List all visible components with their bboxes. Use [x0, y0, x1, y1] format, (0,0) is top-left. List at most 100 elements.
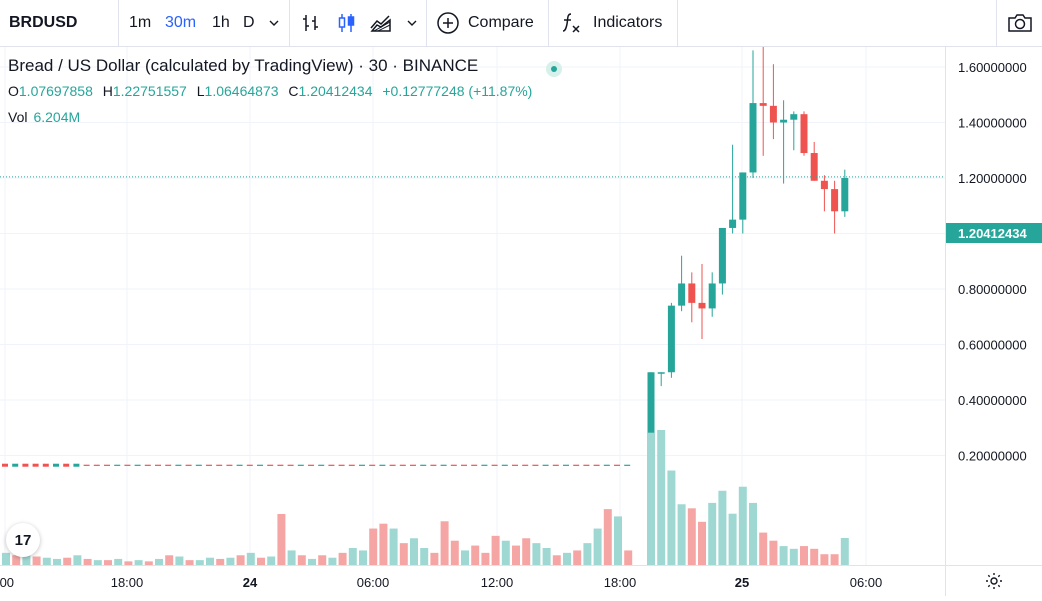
- candle-body: [359, 464, 365, 466]
- high-value: 1.22751557: [112, 83, 187, 99]
- interval-d-button[interactable]: D: [243, 14, 255, 31]
- volume-bar: [277, 513, 286, 565]
- price-axis-labels: 1.800000001.600000001.400000001.20000000…: [958, 5, 1027, 464]
- settings-gear-icon[interactable]: [984, 571, 1004, 596]
- candlestick-chart[interactable]: [0, 11, 945, 565]
- candle-body: [698, 302, 706, 309]
- volume-bar: [491, 535, 500, 565]
- indicators-button[interactable]: Indicators: [561, 0, 662, 46]
- candle-body: [430, 464, 437, 466]
- tradingview-logo[interactable]: 17: [6, 523, 40, 557]
- candle-body: [175, 464, 182, 466]
- symbol-search-button[interactable]: BRDUSD: [9, 14, 78, 31]
- volume-bar: [359, 550, 367, 565]
- candle-body: [318, 464, 325, 466]
- candle-body: [552, 464, 559, 466]
- bar-chart-icon[interactable]: [300, 0, 322, 46]
- low-label: L: [196, 83, 205, 99]
- interval-1h-button[interactable]: 1h: [212, 14, 230, 31]
- candle-body: [688, 283, 696, 303]
- volume-bar: [624, 550, 633, 565]
- candle-body: [63, 463, 70, 467]
- candle-body: [389, 464, 396, 466]
- price-tick-label: 0.20000000: [958, 449, 1027, 464]
- volume-bar: [440, 521, 449, 565]
- volume-bar: [471, 545, 480, 565]
- compare-button[interactable]: Compare: [436, 0, 534, 46]
- volume-legend: Vol 6.204M: [8, 109, 80, 125]
- volume-bar: [532, 543, 541, 565]
- candle-body: [134, 464, 141, 466]
- candle-body: [410, 464, 416, 466]
- chart-type-chevron-down-icon[interactable]: [406, 0, 418, 46]
- time-tick-label: 12:00: [481, 575, 514, 590]
- candle-body: [267, 464, 274, 466]
- candle-body: [718, 227, 726, 284]
- volume-bar: [287, 550, 296, 565]
- time-axis[interactable]: :00 18:00 24 06:00 12:00 18:00 25 06:00: [0, 565, 1042, 596]
- volume-bar: [667, 470, 676, 565]
- volume-bar: [512, 545, 520, 565]
- candle-body: [53, 463, 59, 467]
- candle-body: [328, 464, 335, 466]
- candle-body: [759, 103, 767, 106]
- volume-bar: [810, 548, 819, 565]
- candle-chart-icon[interactable]: [336, 0, 358, 46]
- price-axis[interactable]: 1.800000001.600000001.400000001.20000000…: [945, 5, 1042, 565]
- candle-body: [583, 464, 590, 466]
- volume-bar: [461, 550, 469, 565]
- time-tick-label: 18:00: [111, 575, 144, 590]
- interval-30m-button[interactable]: 30m: [165, 14, 197, 31]
- volume-bar: [728, 513, 737, 565]
- candle-body: [12, 463, 19, 467]
- candle-body: [739, 172, 747, 220]
- chart-pane[interactable]: [0, 11, 945, 565]
- volume-bar: [104, 560, 112, 565]
- interval-1m-button[interactable]: 1m: [129, 14, 152, 31]
- axis-corner-divider: [945, 566, 946, 596]
- volume-bar: [12, 555, 21, 565]
- candle-body: [93, 464, 100, 466]
- volume-bar: [267, 556, 276, 565]
- area-chart-icon[interactable]: [369, 0, 393, 46]
- volume-label: Vol: [8, 109, 28, 125]
- volume-bar: [155, 558, 163, 565]
- volume-bar: [800, 546, 808, 565]
- candle-body: [277, 464, 284, 466]
- candle-body: [522, 464, 529, 466]
- camera-icon[interactable]: [1007, 0, 1033, 46]
- candle-body: [195, 464, 202, 466]
- volume-bar: [522, 538, 531, 565]
- interval-menu-chevron-down-icon[interactable]: [268, 0, 280, 46]
- price-tick-label: 0.40000000: [958, 393, 1027, 408]
- volume-bar: [657, 430, 666, 565]
- volume-bar: [647, 432, 655, 565]
- candle-body: [257, 464, 263, 466]
- candle-body: [729, 219, 737, 228]
- candle-body: [471, 464, 478, 466]
- candle-body: [769, 105, 777, 123]
- price-tick-label: 0.80000000: [958, 282, 1027, 297]
- time-tick-label: 06:00: [357, 575, 390, 590]
- volume-bar: [236, 555, 245, 565]
- volume-bar: [328, 557, 337, 565]
- candle-body: [542, 464, 549, 466]
- volume-bar: [308, 558, 316, 565]
- candle-body: [165, 464, 172, 466]
- candle-body: [780, 119, 788, 123]
- compare-label: Compare: [468, 14, 534, 31]
- time-tick-label: :00: [0, 575, 14, 590]
- volume-bar: [348, 547, 357, 565]
- volume-bar: [22, 554, 31, 565]
- toolbar-divider: [118, 0, 119, 46]
- market-status-dot[interactable]: [546, 61, 562, 77]
- volume-bar: [708, 502, 717, 565]
- volume-bar: [246, 552, 255, 565]
- volume-bar: [114, 558, 123, 565]
- volume-bar: [399, 543, 408, 565]
- volume-bar: [573, 550, 582, 565]
- volume-bar: [563, 552, 571, 565]
- candle-body: [155, 464, 161, 466]
- volume-bar: [2, 552, 10, 565]
- candle-body: [647, 372, 655, 466]
